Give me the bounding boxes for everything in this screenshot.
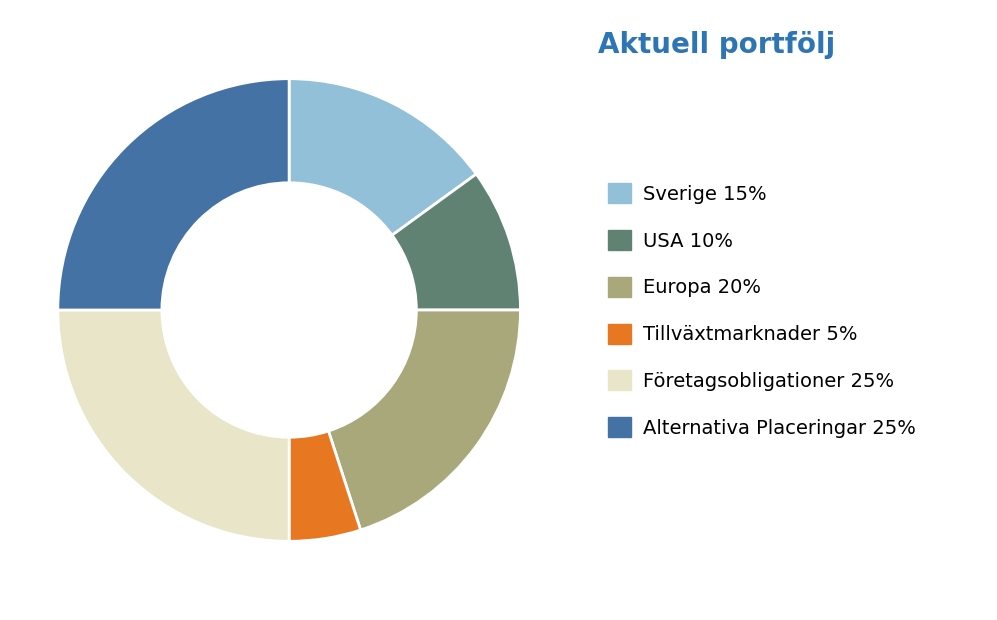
Wedge shape (289, 79, 477, 235)
Wedge shape (328, 310, 520, 530)
Text: Aktuell portfölj: Aktuell portfölj (598, 31, 835, 59)
Wedge shape (392, 174, 520, 310)
Wedge shape (58, 79, 289, 310)
Legend: Sverige 15%, USA 10%, Europa 20%, Tillväxtmarknader 5%, Företagsobligationer 25%: Sverige 15%, USA 10%, Europa 20%, Tillvä… (608, 184, 916, 438)
Wedge shape (58, 310, 289, 541)
Wedge shape (289, 431, 361, 541)
